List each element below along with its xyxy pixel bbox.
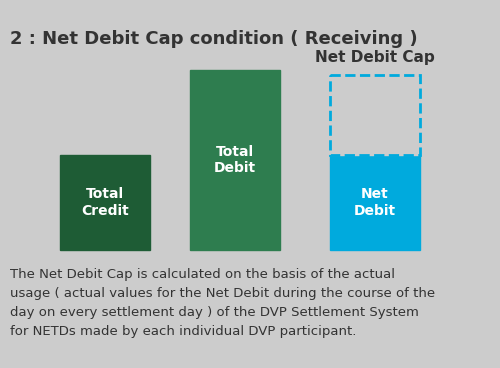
- Text: The Net Debit Cap is calculated on the basis of the actual: The Net Debit Cap is calculated on the b…: [10, 268, 395, 281]
- Text: for NETDs made by each individual DVP participant.: for NETDs made by each individual DVP pa…: [10, 325, 356, 338]
- Text: day on every settlement day ) of the DVP Settlement System: day on every settlement day ) of the DVP…: [10, 306, 419, 319]
- Text: 2 : Net Debit Cap condition ( Receiving ): 2 : Net Debit Cap condition ( Receiving …: [10, 30, 418, 48]
- Text: usage ( actual values for the Net Debit during the course of the: usage ( actual values for the Net Debit …: [10, 287, 435, 300]
- Bar: [330, 155, 420, 250]
- Text: Total
Debit: Total Debit: [214, 145, 256, 175]
- Bar: [190, 70, 280, 250]
- Bar: [60, 155, 150, 250]
- Text: Net Debit Cap: Net Debit Cap: [315, 50, 435, 65]
- Text: Net
Debit: Net Debit: [354, 187, 396, 217]
- Text: Total
Credit: Total Credit: [81, 187, 129, 217]
- Bar: [330, 75, 420, 155]
- Bar: [330, 75, 420, 155]
